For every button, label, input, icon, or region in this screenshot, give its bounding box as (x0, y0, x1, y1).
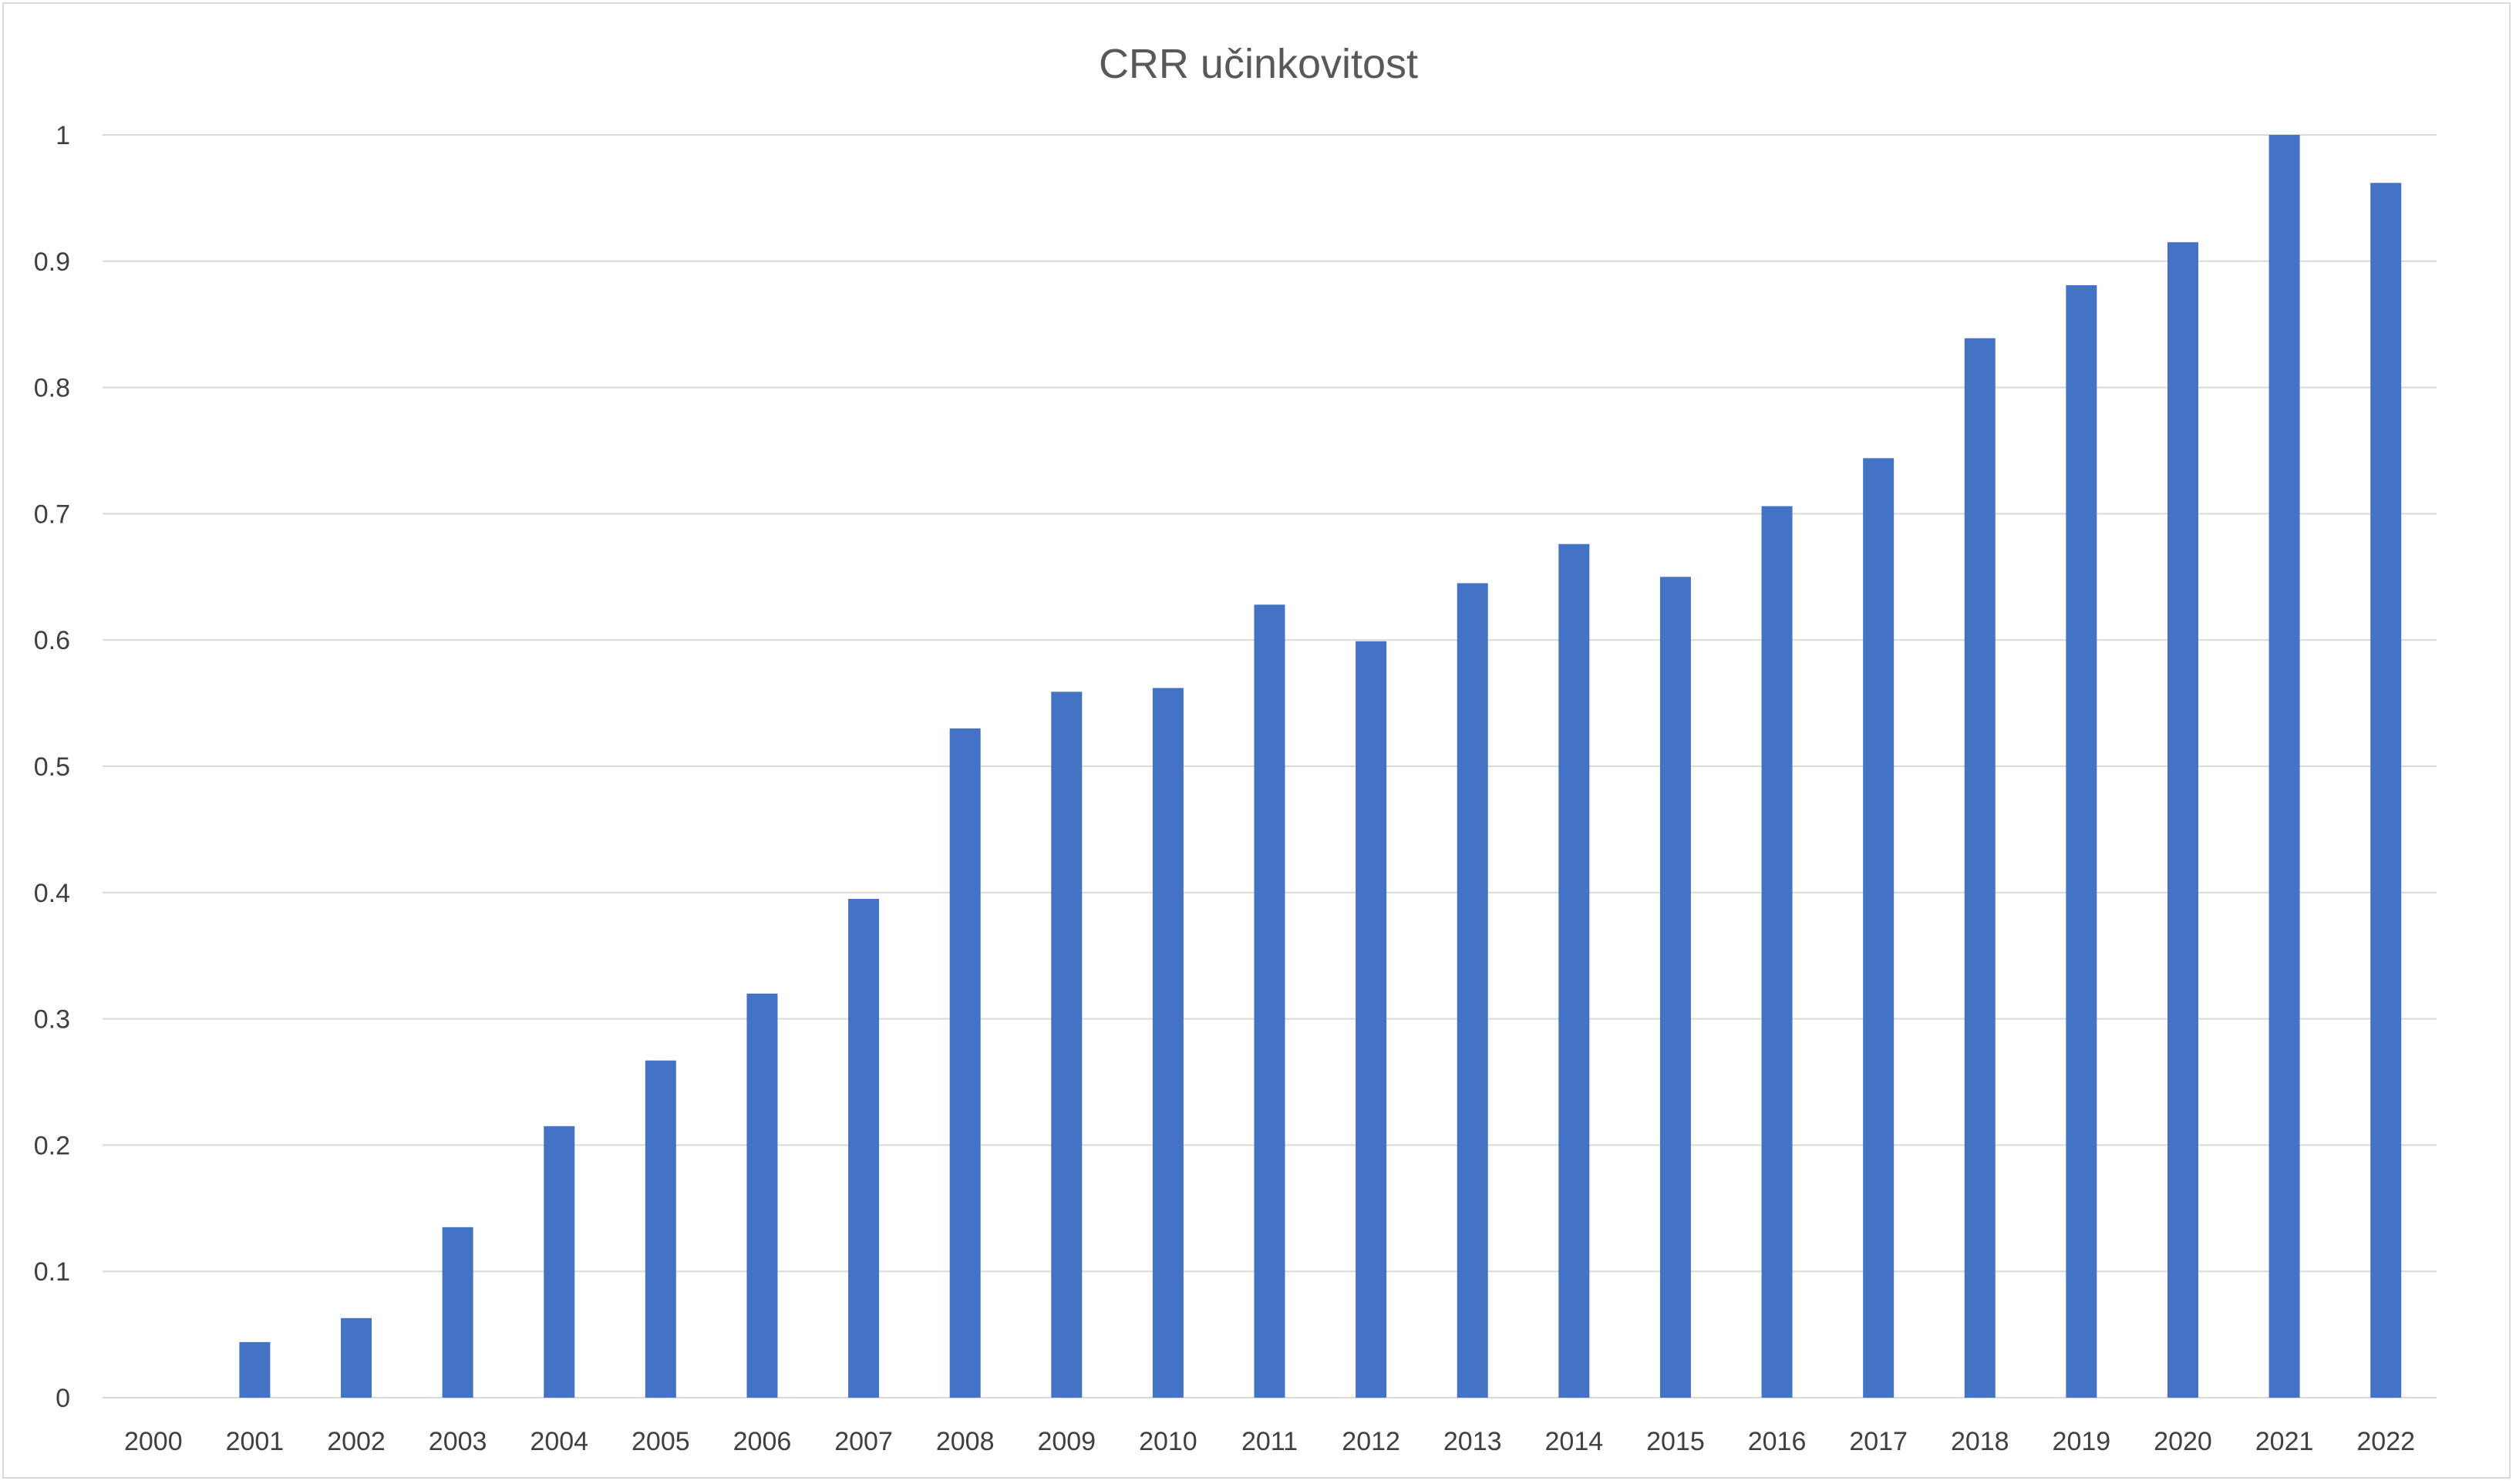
bar-2012 (1356, 641, 1387, 1398)
x-axis-tick-labels: 2000 2001 2002 2003 2004 2005 2006 2007 2008 2009… (124, 1427, 2415, 1456)
x-tick-label: 2010 (1139, 1427, 1197, 1456)
bar-2013 (1457, 583, 1488, 1398)
x-tick-label: 2007 (834, 1427, 893, 1456)
bar-2021 (2268, 135, 2300, 1398)
bar-2003 (442, 1227, 473, 1398)
y-tick-label: 0.5 (34, 752, 70, 782)
x-tick-label: 2009 (1037, 1427, 1096, 1456)
x-tick-label: 2012 (1342, 1427, 1400, 1456)
x-tick-label: 2006 (733, 1427, 792, 1456)
x-tick-label: 2014 (1545, 1427, 1604, 1456)
y-tick-label: 0.4 (34, 879, 70, 908)
bar-2005 (645, 1060, 676, 1398)
bar-2016 (1761, 506, 1793, 1398)
y-tick-label: 0.9 (34, 247, 70, 277)
bar-2015 (1659, 577, 1691, 1398)
y-axis-tick-labels: 0 0.1 0.2 0.3 0.4 0.5 0.6 0.7 0.8 0.9 1 (34, 121, 70, 1413)
x-tick-label: 2022 (2356, 1427, 2415, 1456)
y-tick-label: 0.6 (34, 626, 70, 655)
y-tick-label: 0.1 (34, 1257, 70, 1287)
bar-2002 (341, 1317, 372, 1398)
x-tick-label: 2001 (226, 1427, 285, 1456)
bar-chart: CRR učinkovitost 00.10.20.30.40.50.60.70… (34, 41, 2437, 1456)
bars (239, 135, 2402, 1398)
y-tick-label: 0.8 (34, 374, 70, 403)
bar-2009 (1051, 692, 1083, 1398)
x-tick-label: 2021 (2255, 1427, 2314, 1456)
bar-2018 (1964, 338, 1996, 1398)
x-tick-label: 2003 (429, 1427, 487, 1456)
x-tick-label: 2000 (124, 1427, 183, 1456)
x-tick-label: 2004 (530, 1427, 588, 1456)
x-tick-label: 2008 (936, 1427, 995, 1456)
x-tick-label: 2011 (1241, 1427, 1298, 1456)
bar-2022 (2370, 183, 2402, 1398)
x-tick-label: 2020 (2154, 1427, 2212, 1456)
y-tick-label: 0.7 (34, 500, 70, 529)
bar-2008 (949, 728, 981, 1398)
y-tick-label: 0.3 (34, 1005, 70, 1035)
x-tick-label: 2002 (327, 1427, 386, 1456)
bar-2007 (848, 898, 880, 1398)
bar-2014 (1558, 543, 1590, 1398)
bar-2010 (1152, 688, 1184, 1398)
bar-2020 (2167, 242, 2198, 1398)
bar-2006 (746, 993, 778, 1398)
x-tick-label: 2018 (1951, 1427, 2009, 1456)
x-tick-label: 2015 (1646, 1427, 1705, 1456)
x-tick-label: 2019 (2053, 1427, 2111, 1456)
chart-title: CRR učinkovitost (1099, 41, 1418, 87)
bar-2019 (2066, 284, 2097, 1398)
x-tick-label: 2013 (1443, 1427, 1502, 1456)
y-tick-label: 1 (56, 121, 70, 150)
y-tick-label: 0.2 (34, 1131, 70, 1160)
bar-2017 (1863, 458, 1895, 1398)
x-tick-label: 2017 (1849, 1427, 1908, 1456)
x-tick-label: 2016 (1748, 1427, 1807, 1456)
bar-2001 (239, 1341, 271, 1398)
x-tick-label: 2005 (632, 1427, 690, 1456)
y-tick-label: 0 (56, 1384, 70, 1413)
bar-2011 (1254, 604, 1285, 1398)
bar-2004 (544, 1126, 575, 1398)
